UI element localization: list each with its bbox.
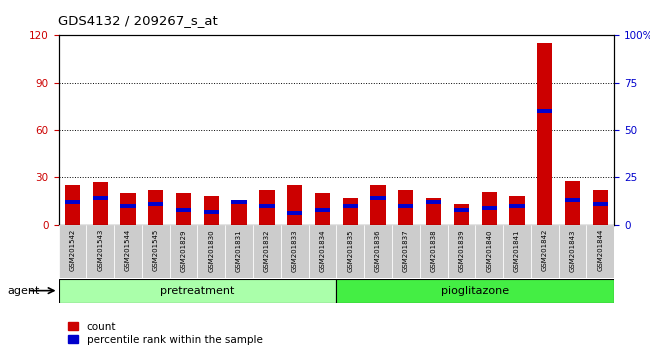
- Bar: [420, 225, 447, 278]
- Bar: [337, 225, 364, 278]
- Bar: [281, 225, 309, 278]
- Bar: [65, 200, 80, 204]
- Bar: [475, 225, 503, 278]
- Text: GSM201832: GSM201832: [264, 229, 270, 272]
- Bar: [565, 198, 580, 202]
- Bar: [114, 225, 142, 278]
- Bar: [92, 196, 108, 200]
- Bar: [343, 204, 358, 208]
- Bar: [454, 208, 469, 212]
- Text: GSM201835: GSM201835: [347, 229, 353, 272]
- Bar: [259, 204, 274, 208]
- Bar: [170, 225, 198, 278]
- Text: GSM201839: GSM201839: [458, 229, 464, 272]
- Bar: [92, 182, 108, 225]
- Bar: [337, 279, 614, 303]
- Bar: [148, 202, 163, 206]
- Bar: [586, 225, 614, 278]
- Text: GSM201836: GSM201836: [375, 229, 381, 272]
- Bar: [58, 225, 86, 278]
- Text: GSM201831: GSM201831: [236, 229, 242, 272]
- Bar: [259, 190, 274, 225]
- Bar: [120, 193, 136, 225]
- Bar: [148, 190, 163, 225]
- Text: pretreatment: pretreatment: [161, 286, 235, 296]
- Bar: [565, 181, 580, 225]
- Bar: [426, 200, 441, 204]
- Text: GSM201840: GSM201840: [486, 229, 492, 272]
- Text: pioglitazone: pioglitazone: [441, 286, 510, 296]
- Text: GSM201838: GSM201838: [431, 229, 437, 272]
- Bar: [503, 225, 531, 278]
- Bar: [531, 225, 559, 278]
- Text: GSM201544: GSM201544: [125, 229, 131, 272]
- Bar: [198, 225, 225, 278]
- Bar: [364, 225, 392, 278]
- Bar: [203, 210, 219, 213]
- Text: GSM201834: GSM201834: [320, 229, 326, 272]
- Text: GDS4132 / 209267_s_at: GDS4132 / 209267_s_at: [58, 13, 218, 27]
- Text: GSM201542: GSM201542: [70, 229, 75, 272]
- Bar: [537, 109, 552, 113]
- Text: GSM201842: GSM201842: [542, 229, 548, 272]
- Bar: [58, 279, 337, 303]
- Text: GSM201843: GSM201843: [569, 229, 575, 272]
- Bar: [537, 43, 552, 225]
- Text: GSM201833: GSM201833: [292, 229, 298, 272]
- Bar: [343, 198, 358, 225]
- Text: GSM201545: GSM201545: [153, 229, 159, 272]
- Bar: [203, 196, 219, 225]
- Legend: count, percentile rank within the sample: count, percentile rank within the sample: [64, 317, 266, 349]
- Bar: [482, 206, 497, 210]
- Bar: [454, 204, 469, 225]
- Text: GSM201841: GSM201841: [514, 229, 520, 272]
- Bar: [65, 185, 80, 225]
- Bar: [142, 225, 170, 278]
- Bar: [482, 192, 497, 225]
- Bar: [231, 200, 247, 204]
- Bar: [315, 208, 330, 212]
- Text: GSM201829: GSM201829: [181, 229, 187, 272]
- Bar: [176, 193, 191, 225]
- Bar: [287, 185, 302, 225]
- Bar: [510, 196, 525, 225]
- Bar: [287, 211, 302, 215]
- Bar: [398, 204, 413, 208]
- Bar: [426, 198, 441, 225]
- Bar: [231, 200, 247, 225]
- Bar: [510, 204, 525, 208]
- Bar: [309, 225, 337, 278]
- Bar: [558, 225, 586, 278]
- Text: GSM201830: GSM201830: [209, 229, 214, 272]
- Bar: [392, 225, 420, 278]
- Text: agent: agent: [8, 286, 40, 296]
- Bar: [593, 202, 608, 206]
- Bar: [315, 193, 330, 225]
- Text: GSM201837: GSM201837: [403, 229, 409, 272]
- Bar: [398, 190, 413, 225]
- Bar: [370, 196, 385, 200]
- Bar: [593, 190, 608, 225]
- Bar: [447, 225, 475, 278]
- Bar: [370, 185, 385, 225]
- Bar: [253, 225, 281, 278]
- Bar: [86, 225, 114, 278]
- Bar: [176, 208, 191, 212]
- Text: GSM201844: GSM201844: [597, 229, 603, 272]
- Bar: [120, 204, 136, 208]
- Text: GSM201543: GSM201543: [98, 229, 103, 272]
- Bar: [226, 225, 253, 278]
